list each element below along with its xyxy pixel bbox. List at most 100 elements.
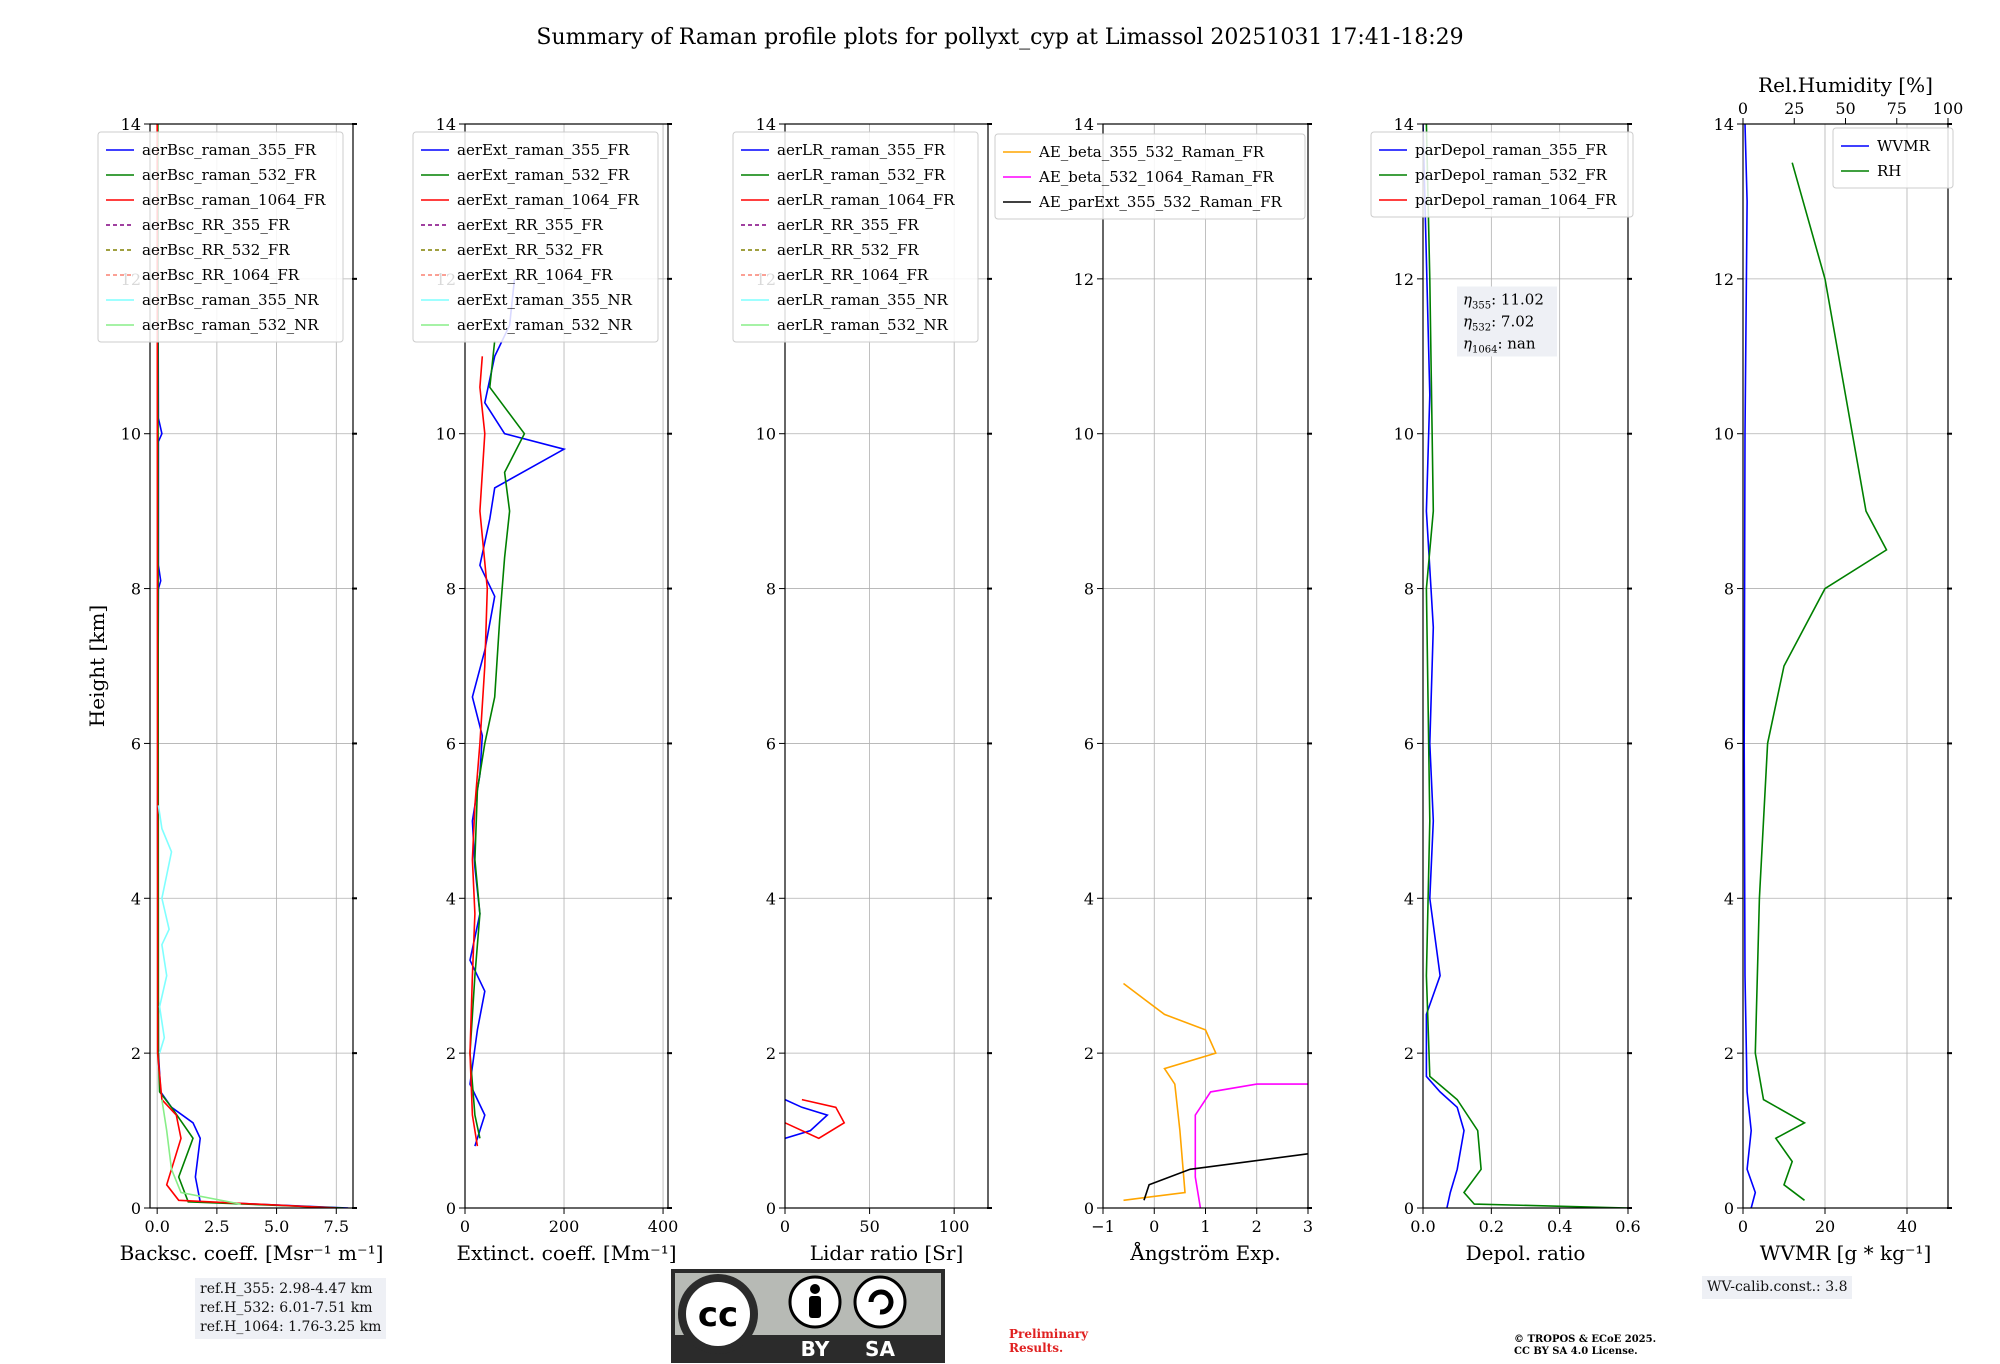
figure-title: Summary of Raman profile plots for polly… [536, 25, 1463, 50]
x-tick-label: 0.0 [1410, 1217, 1435, 1236]
preliminary-line-1: Preliminary [1009, 1327, 1089, 1341]
panel-extinction: 024681012140200400Extinct. coeff. [Mm⁻¹]… [412, 115, 678, 1265]
legend: aerLR_raman_355_FR aerLR_raman_532_FR aerL… [732, 131, 979, 343]
x-tick-label: 100 [939, 1217, 970, 1236]
y-tick-label: 6 [1404, 734, 1414, 753]
y-tick-label: 12 [1394, 270, 1414, 289]
series-aerExt_raman_1064_FR [469, 356, 489, 1147]
axes-frame [1742, 123, 1949, 1209]
legend-label: aerExt_RR_1064_FR [457, 266, 613, 284]
y-tick-label: 12 [1714, 270, 1734, 289]
legend-label: aerBsc_RR_1064_FR [142, 266, 300, 284]
x2-tick-label: 50 [1835, 99, 1855, 118]
legend-label: aerLR_RR_532_FR [777, 241, 919, 259]
by-label: BY [801, 1337, 830, 1361]
series-aerLR_raman_355_FR [785, 1098, 829, 1140]
legend-label: aerExt_raman_355_NR [457, 291, 633, 309]
x-tick-label: 0.2 [1479, 1217, 1504, 1236]
eta-value: η355: 11.02 [1463, 290, 1544, 311]
y-tick-label: 14 [1714, 115, 1734, 134]
y-tick-label: 8 [1404, 580, 1414, 599]
x-tick-label: 40 [1897, 1217, 1917, 1236]
y-tick-label: 10 [1714, 425, 1734, 444]
x-tick-label: −1 [1091, 1217, 1115, 1236]
by-icon-head [810, 1284, 820, 1294]
series-aerBsc_raman_355_NR [157, 805, 173, 1054]
x-tick-label: 0 [1149, 1217, 1159, 1236]
legend-box [97, 131, 344, 343]
y-tick-label: 12 [1074, 270, 1094, 289]
legend-label: aerBsc_raman_355_FR [142, 141, 317, 159]
legend-label: aerLR_raman_1064_FR [777, 191, 955, 209]
legend-label: aerExt_raman_532_FR [457, 166, 630, 184]
x-tick-label: 2.5 [204, 1217, 229, 1236]
legend-label: aerLR_raman_532_NR [777, 316, 948, 334]
y-tick-label: 0 [766, 1199, 776, 1218]
preliminary-label: Preliminary Results. [1009, 1327, 1088, 1355]
x2-tick-label: 0 [1738, 99, 1748, 118]
legend-label: aerBsc_RR_355_FR [142, 216, 290, 234]
y-tick-label: 2 [766, 1044, 776, 1063]
x-tick-label: 0 [460, 1217, 470, 1236]
y-tick-label: 6 [131, 734, 141, 753]
series-AE_parExt_355_532_Raman_FR [1143, 1153, 1308, 1201]
legend-label: aerLR_RR_1064_FR [777, 266, 929, 284]
legend-label: aerExt_raman_355_FR [457, 141, 630, 159]
y-tick-label: 14 [1394, 115, 1414, 134]
legend-label: aerLR_raman_532_FR [777, 166, 946, 184]
series-RH [1754, 162, 1888, 1201]
x-tick-label: 50 [859, 1217, 879, 1236]
plot-area [1423, 124, 1628, 1208]
y-tick-label: 14 [436, 115, 456, 134]
y-tick-label: 8 [1724, 580, 1734, 599]
x-tick-label: 0.6 [1615, 1217, 1640, 1236]
legend-label: aerLR_raman_355_NR [777, 291, 948, 309]
plot-area [1123, 982, 1308, 1208]
y-tick-label: 0 [1084, 1199, 1094, 1218]
y-tick-label: 0 [1404, 1199, 1414, 1218]
by-icon-body [809, 1296, 821, 1318]
panel-lidar_ratio: 02468101214050100Lidar ratio [Sr]aerLR_r… [732, 115, 992, 1265]
y-tick-label: 2 [131, 1044, 141, 1063]
y-tick-label: 10 [1394, 425, 1414, 444]
ref-height-355: ref.H_355: 2.98-4.47 km [200, 1281, 373, 1297]
y-tick-label: 10 [121, 425, 141, 444]
ref-height-532: ref.H_532: 6.01-7.51 km [200, 1300, 373, 1316]
x-tick-label: 200 [549, 1217, 580, 1236]
legend-label: AE_beta_532_1064_Raman_FR [1038, 168, 1274, 186]
reference-height-box: ref.H_355: 2.98-4.47 km ref.H_532: 6.01-… [195, 1278, 387, 1339]
y-tick-label: 0 [446, 1199, 456, 1218]
y-tick-label: 6 [1724, 734, 1734, 753]
legend-label: aerBsc_RR_532_FR [142, 241, 290, 259]
legend-label: RH [1877, 162, 1901, 180]
y-tick-label: 2 [1084, 1044, 1094, 1063]
y-tick-label: 2 [1724, 1044, 1734, 1063]
x-tick-label: 0.0 [144, 1217, 169, 1236]
y-tick-label: 0 [131, 1199, 141, 1218]
x-axis-label: Lidar ratio [Sr] [810, 1241, 964, 1265]
y-tick-label: 0 [1724, 1199, 1734, 1218]
x2-axis-label: Rel.Humidity [%] [1758, 73, 1933, 97]
series-AE_beta_532_1064_Raman_FR [1194, 1083, 1308, 1208]
x-axis-label: Ångström Exp. [1129, 1240, 1280, 1265]
copyright-line-2: CC BY SA 4.0 License. [1514, 1346, 1638, 1357]
y-tick-label: 6 [446, 734, 456, 753]
wv-calib-text: WV-calib.const.: 3.8 [1707, 1279, 1848, 1295]
x-axis-label: Extinct. coeff. [Mm⁻¹] [456, 1241, 676, 1265]
legend-box [994, 133, 1306, 220]
legend-label: parDepol_raman_532_FR [1415, 166, 1608, 184]
axes-frame [784, 123, 989, 1209]
legend-label: aerBsc_raman_532_NR [142, 316, 319, 334]
x-tick-label: 0.4 [1547, 1217, 1572, 1236]
x-tick-label: 5.0 [264, 1217, 289, 1236]
plot-area [156, 124, 349, 1208]
sa-icon [853, 1275, 907, 1329]
y-tick-label: 4 [1404, 889, 1414, 908]
x-tick-label: 3 [1303, 1217, 1313, 1236]
y-tick-label: 8 [131, 580, 141, 599]
x-axis-label: Depol. ratio [1466, 1241, 1586, 1265]
legend-label: aerLR_raman_355_FR [777, 141, 946, 159]
